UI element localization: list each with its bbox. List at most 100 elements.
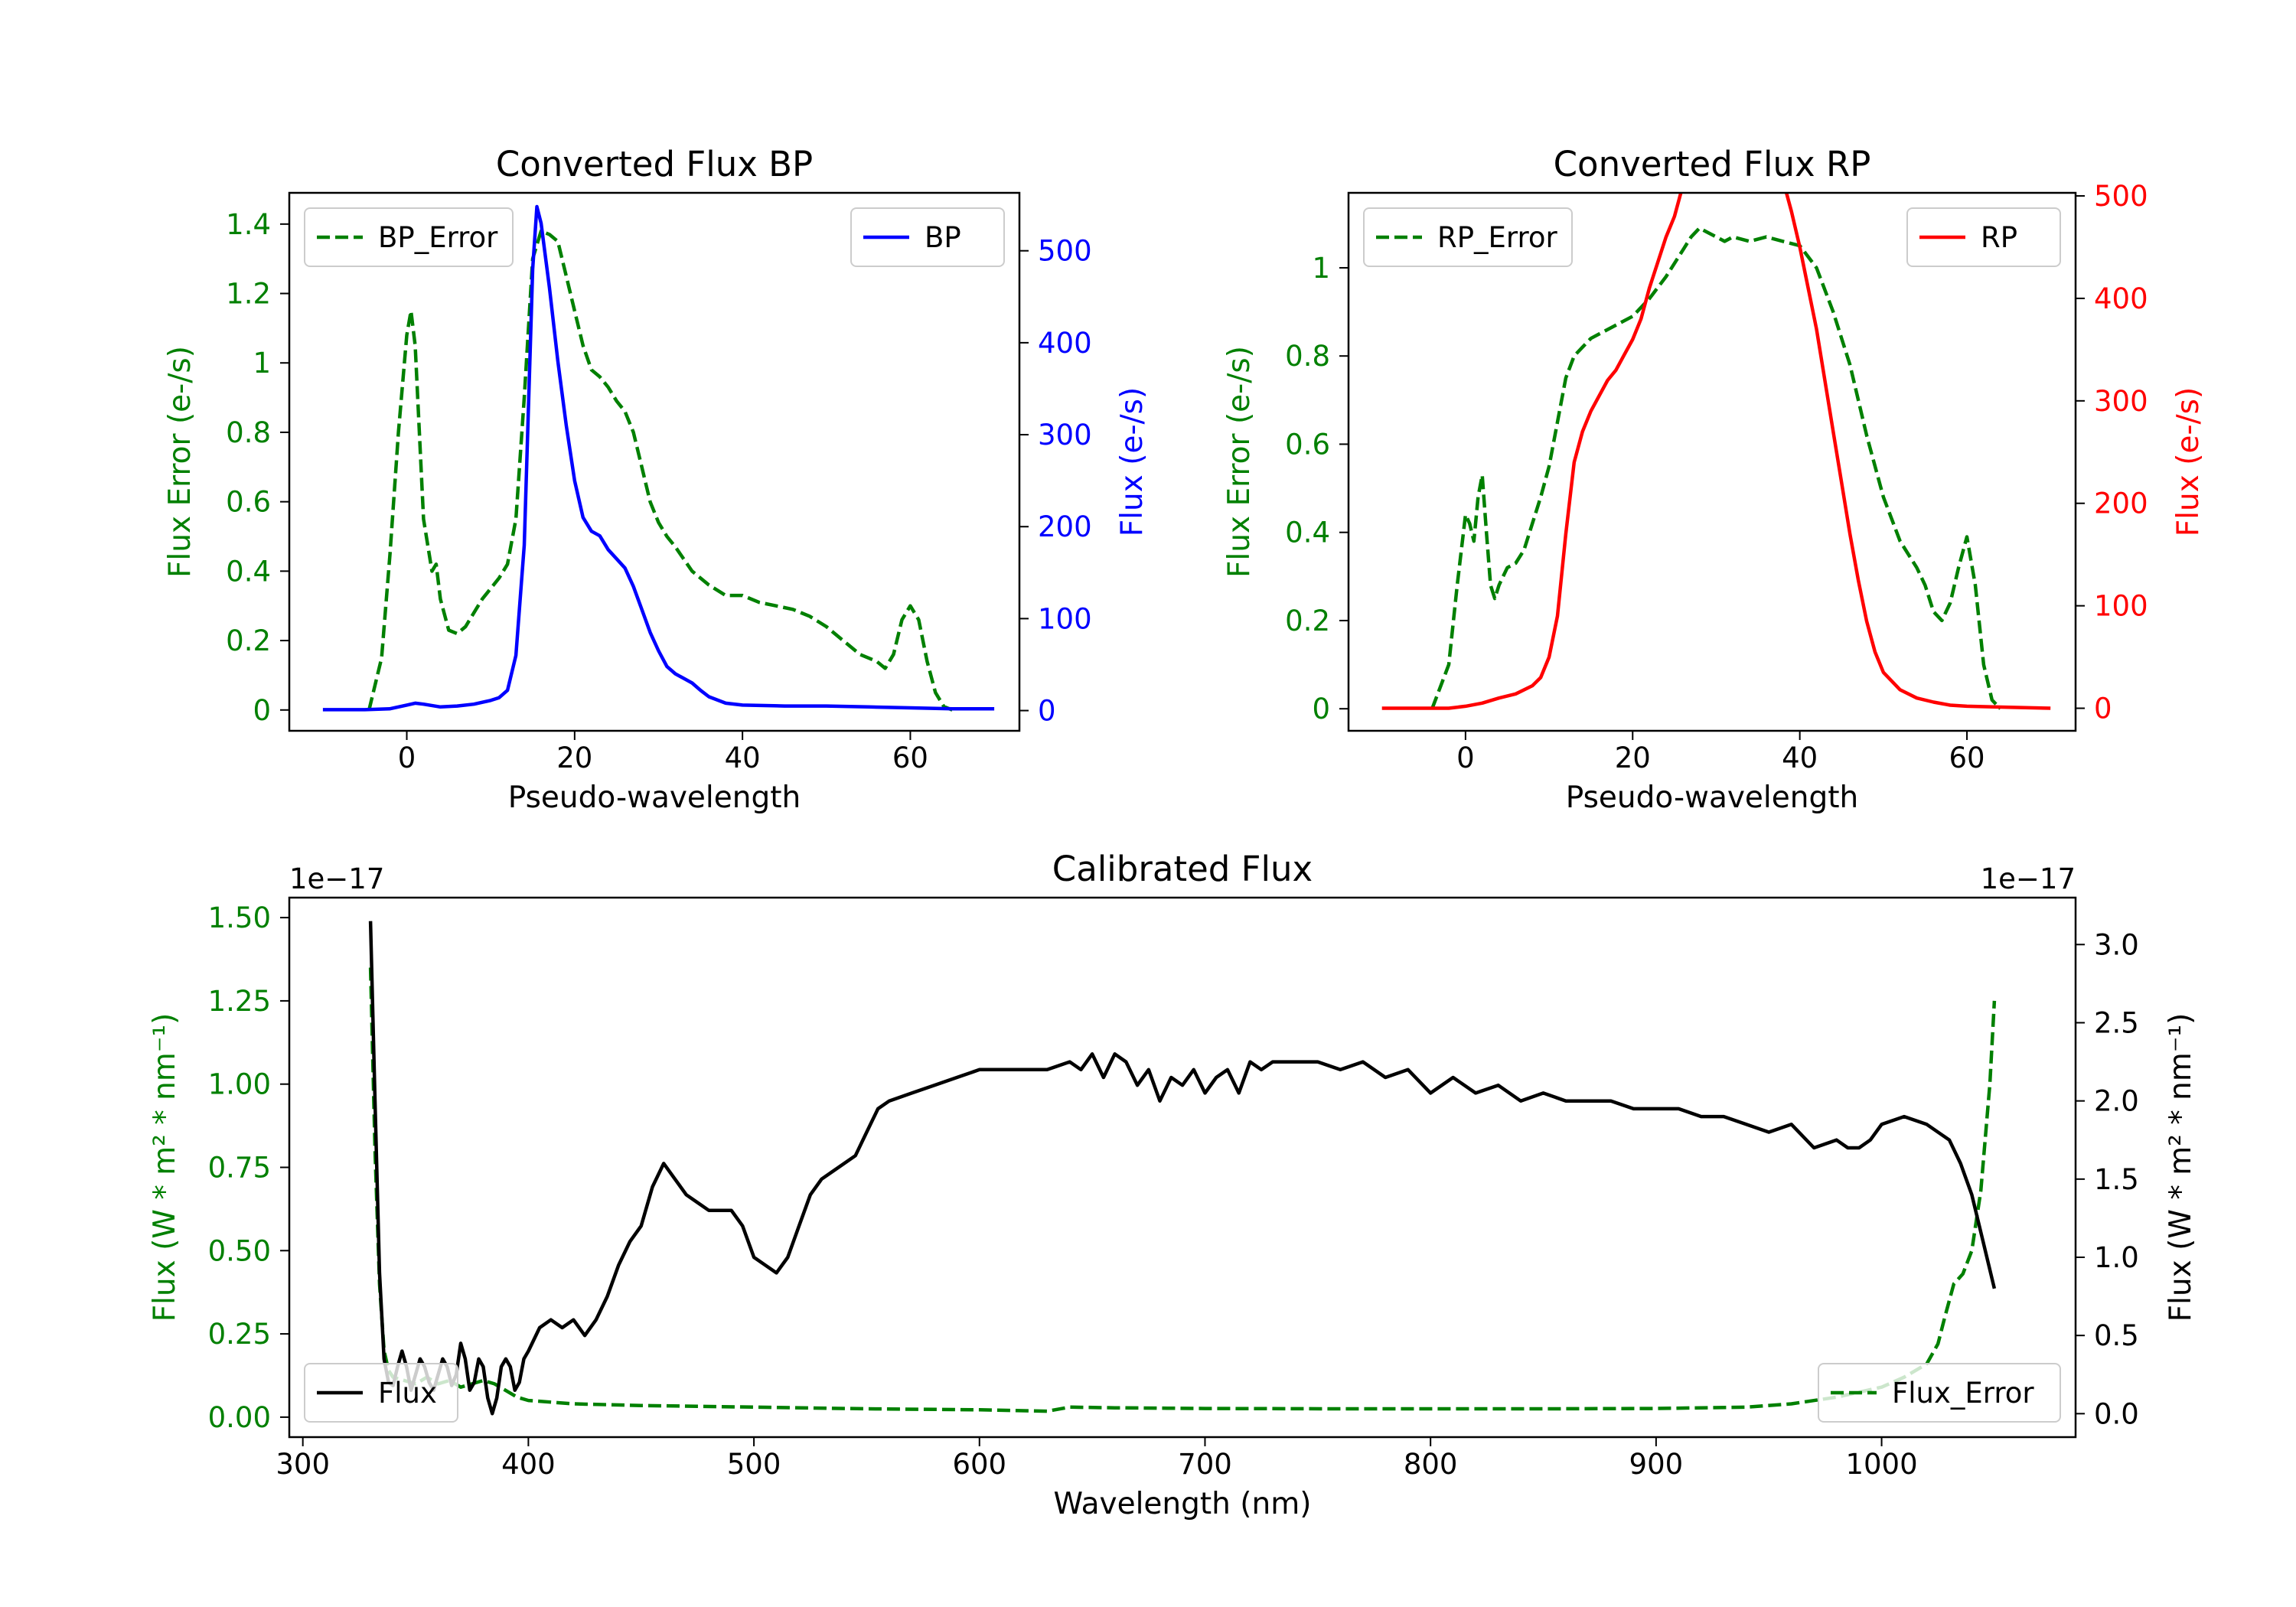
y-left-tick-label: 0.75	[208, 1152, 271, 1185]
series-line-bp	[322, 204, 995, 712]
chart-title: Converted Flux RP	[1554, 144, 1871, 184]
x-axis-label: Pseudo-wavelength	[508, 781, 801, 815]
x-tick-label: 800	[1404, 1448, 1458, 1481]
x-tick-label: 700	[1178, 1448, 1232, 1481]
y-right-tick-label: 400	[1038, 327, 1092, 360]
y-right-tick-label: 300	[1038, 419, 1092, 451]
legend-right-box	[1906, 207, 2061, 267]
y-left-tick-label: 0.00	[208, 1401, 271, 1434]
subplot-3: 300 400 500 600 700 800 900 1000 0.00 0.25 0.50 0.7…	[148, 849, 2198, 1521]
y-left-tick-label: 1.25	[208, 985, 271, 1018]
y-left-tick-label: 1.00	[208, 1068, 271, 1101]
y-left-tick-label: 1.50	[208, 901, 271, 934]
x-tick-label: 900	[1629, 1448, 1684, 1481]
x-tick-label: 20	[1615, 742, 1651, 774]
y-left-offset-label: 1e−17	[289, 862, 384, 895]
y-left-tick-label: 0.8	[226, 416, 271, 449]
subplot-1: 0 20 40 60 0 0.2 0.4 0.6 0.8 1 1.2 1.4 0 100 200 300 400…	[163, 144, 1150, 815]
legend-right-label: BP	[925, 221, 961, 254]
x-tick-label: 1000	[1845, 1448, 1917, 1481]
legend-right: Flux_Error	[1818, 1363, 2061, 1423]
legend-right: BP	[850, 207, 1005, 267]
series-line-flux	[368, 921, 1997, 1416]
y-right-tick-label: 0.0	[2094, 1397, 2139, 1430]
y-right-tick-label: 500	[1038, 235, 1092, 268]
y-right-offset-label: 1e−17	[1981, 862, 2076, 895]
y-right-tick-label: 0	[1038, 695, 1056, 728]
y-left-tick-label: 0.2	[1285, 605, 1330, 637]
y-right-axis-label: Flux (e-/s)	[2171, 387, 2206, 536]
legend-left-label: BP_Error	[378, 221, 498, 254]
subplots: 0 20 40 6000.20.40.60.811.21.40100200300400…	[148, 144, 2206, 1521]
y-left-tick-label: 0.8	[1285, 340, 1330, 373]
legend-right-box	[850, 207, 1005, 267]
x-tick-label: 0	[398, 742, 416, 774]
legend-right: RP	[1906, 207, 2061, 267]
y-left-axis-label: Flux Error (e-/s)	[1222, 346, 1257, 578]
x-tick-label: 400	[501, 1448, 556, 1481]
legend-right-box	[1818, 1363, 2061, 1423]
x-tick-label: 300	[276, 1448, 330, 1481]
legend-left-box	[1363, 207, 1573, 267]
y-left-tick-label: 0	[1312, 693, 1330, 725]
x-tick-label: 20	[556, 742, 592, 774]
y-right-tick-label: 100	[1038, 602, 1092, 635]
y-left-tick-label: 0.4	[1285, 517, 1330, 549]
legend-left-box	[304, 207, 514, 267]
y-right-tick-label: 2.0	[2094, 1085, 2139, 1118]
y-left-tick-label: 0.2	[226, 624, 271, 657]
y-left-axis-label: Flux Error (e-/s)	[163, 346, 197, 578]
y-left-tick-label: 0	[253, 694, 271, 727]
y-left-tick-label: 1	[253, 347, 271, 380]
x-axis-label: Wavelength (nm)	[1054, 1487, 1312, 1521]
legend-right-label: Flux_Error	[1892, 1377, 2034, 1410]
series-line-rp	[1381, 193, 2051, 710]
x-tick-label: 0	[1456, 742, 1475, 774]
y-left-axis-label: Flux (W * m² * nm⁻¹)	[148, 1013, 182, 1322]
y-right-axis-label: Flux (W * m² * nm⁻¹)	[2164, 1013, 2198, 1322]
y-right-tick-label: 1.0	[2094, 1241, 2139, 1274]
legend-left-label: RP_Error	[1437, 221, 1557, 254]
y-right-tick-label: 2.5	[2094, 1006, 2139, 1039]
y-right-tick-label: 3.0	[2094, 928, 2139, 961]
y-right-axis-label: Flux (e-/s)	[1115, 387, 1150, 536]
series-line-flux-error	[368, 967, 1997, 1413]
x-tick-label: 60	[892, 742, 928, 774]
legend-left: Flux	[304, 1363, 458, 1423]
legend-left: RP_Error	[1363, 207, 1573, 267]
y-right-tick-label: 200	[2094, 487, 2148, 520]
x-tick-label: 500	[727, 1448, 781, 1481]
y-left-tick-label: 0.4	[226, 555, 271, 588]
y-left-tick-label: 0.6	[1285, 428, 1330, 461]
series-line-bp-error	[367, 229, 954, 712]
y-left-tick-label: 1.4	[226, 208, 271, 241]
chart-title: Converted Flux BP	[496, 144, 813, 184]
legend-right-label: RP	[1981, 221, 2017, 254]
y-right-tick-label: 100	[2094, 590, 2148, 623]
y-left-tick-label: 0.50	[208, 1234, 271, 1267]
y-right-tick-label: 300	[2094, 385, 2148, 418]
legend-left-label: Flux	[378, 1377, 437, 1410]
subplot-2: 0 20 40 60 0 0.2 0.4 0.6 0.8 1 0 100 200 300 400 500 Con…	[1222, 144, 2206, 815]
y-left-tick-label: 1.2	[226, 278, 271, 311]
axes-frame	[1347, 191, 2077, 732]
series-line-rp-error	[1430, 226, 2002, 710]
x-axis-label: Pseudo-wavelength	[1566, 781, 1858, 815]
legend-left-box	[304, 1363, 458, 1423]
y-right-tick-label: 200	[1038, 510, 1092, 543]
y-right-tick-label: 400	[2094, 282, 2148, 315]
y-right-tick-label: 1.5	[2094, 1163, 2139, 1196]
y-right-tick-label: 0	[2094, 693, 2112, 725]
y-left-tick-label: 1	[1312, 252, 1330, 285]
y-left-tick-label: 0.25	[208, 1318, 271, 1351]
x-tick-label: 40	[1782, 742, 1818, 774]
x-tick-label: 60	[1949, 742, 1985, 774]
legend-left: BP_Error	[304, 207, 514, 267]
y-right-tick-label: 0.5	[2094, 1319, 2139, 1352]
x-tick-label: 600	[952, 1448, 1006, 1481]
axes-frame	[288, 191, 1021, 732]
chart-title: Calibrated Flux	[1052, 849, 1313, 889]
y-left-tick-label: 0.6	[226, 486, 271, 519]
y-right-tick-label: 500	[2094, 180, 2148, 213]
